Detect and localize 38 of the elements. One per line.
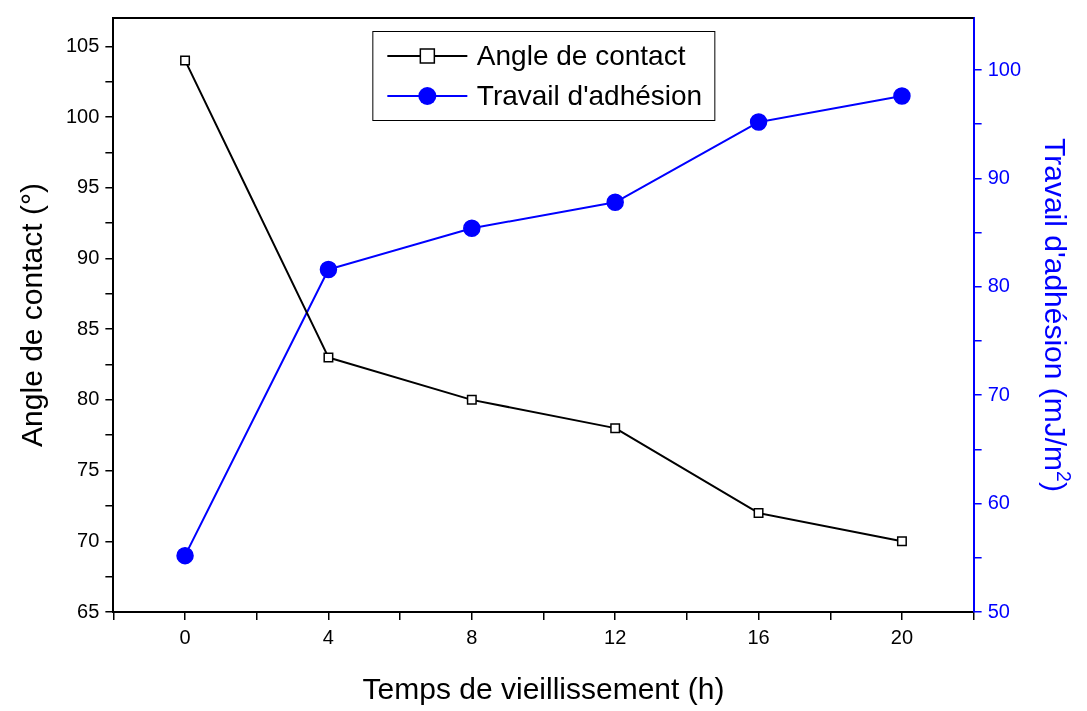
point [176, 546, 194, 565]
y-tick-label: 85 [77, 316, 100, 339]
x-axis-title: Temps de vieillissement (h) [362, 672, 725, 705]
y2-tick-label: 90 [987, 165, 1010, 188]
point [896, 536, 907, 547]
y-tick-label: 95 [77, 175, 100, 198]
y2-tick-label: 70 [987, 382, 1010, 405]
point [610, 423, 621, 434]
x-tick-label: 4 [322, 625, 334, 648]
y2-tick-label: 80 [987, 274, 1010, 297]
y-tick-label: 100 [65, 104, 100, 127]
point [606, 193, 624, 212]
point [753, 508, 764, 518]
y-tick-label: 105 [65, 33, 100, 56]
y-tick-label: 70 [77, 528, 100, 551]
point [319, 260, 338, 279]
point [749, 113, 768, 131]
y2-tick-label: 100 [987, 57, 1022, 80]
x-tick-label: 8 [466, 625, 478, 648]
x-tick-label: 0 [179, 625, 191, 648]
y-tick-label: 80 [77, 387, 100, 410]
legend-label: Angle de contact [476, 39, 686, 73]
y-tick-label: 90 [77, 245, 100, 268]
point [323, 352, 334, 363]
y-axis-title: Angle de contact (°) [15, 183, 48, 447]
point [893, 87, 911, 105]
legend-label: Travail d'adhésion [476, 79, 703, 113]
point [463, 219, 481, 238]
x-tick-label: 16 [747, 625, 770, 648]
y2-axis-title: Travail d'adhésion (mJ/m2) [1039, 138, 1075, 492]
x-tick-label: 20 [890, 625, 914, 648]
y-tick-label: 65 [77, 599, 100, 622]
y2-tick-label: 50 [987, 599, 1010, 622]
y-tick-label: 75 [77, 458, 100, 481]
point [466, 394, 477, 405]
x-tick-label: 12 [604, 625, 627, 648]
y2-tick-label: 60 [987, 491, 1010, 514]
point [180, 55, 191, 66]
